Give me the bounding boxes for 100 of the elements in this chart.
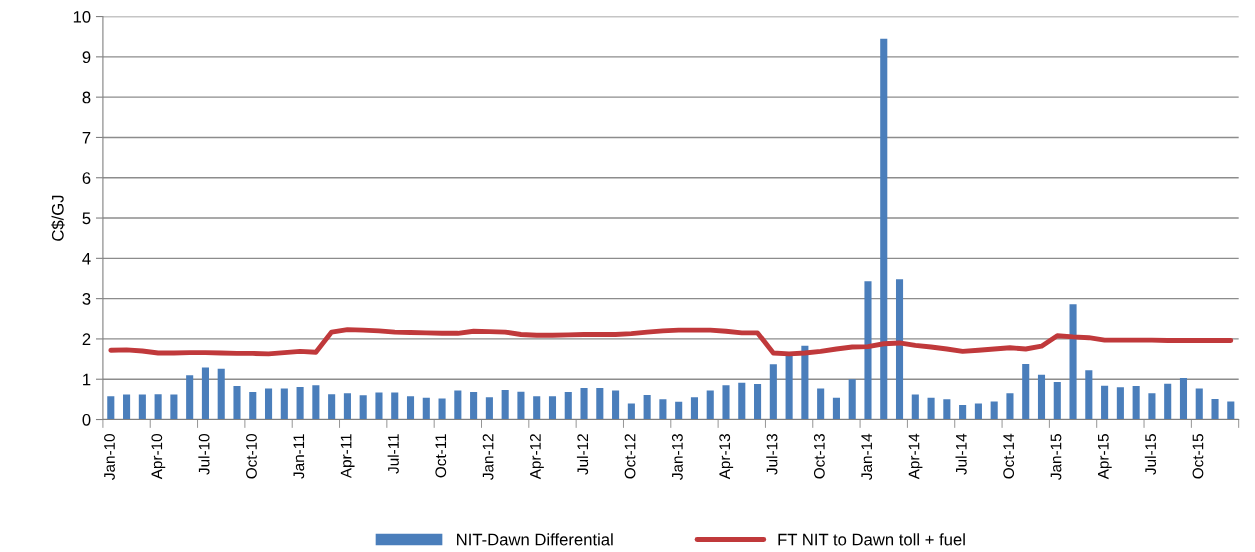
x-tick-label: Jan-12 [482,434,494,480]
bar [848,379,856,420]
y-tick-label: 4 [82,252,91,265]
bar [722,385,730,420]
bar [1101,385,1109,420]
bar [1148,393,1156,420]
x-tick-label: Jan-11 [293,434,305,479]
x-tick-label: Oct-10 [246,434,257,479]
y-tick-label: 3 [82,293,91,305]
bar [612,390,620,420]
x-tick-label: Oct-12 [624,434,636,479]
line-series [108,327,1234,357]
bar [391,392,399,420]
bar [627,403,635,420]
y-axis-title: C$/GJ [51,195,65,241]
bar [895,279,904,420]
x-tick-label: Jan-13 [671,434,683,480]
legend-label: NIT-Dawn Differential [457,533,613,546]
y-tick-label: 7 [82,132,91,144]
bar [1195,388,1203,420]
bar [911,394,919,420]
bar [959,405,967,420]
y-tick-label: 0 [82,413,91,426]
bar [517,391,525,420]
x-tick-label: Apr-12 [530,434,544,480]
bar [564,392,572,420]
bar [864,281,872,420]
x-tick-label: Apr-14 [908,433,923,480]
bar [990,401,998,420]
bar [1022,363,1030,420]
bar [785,355,793,420]
bar [264,388,273,420]
x-tick-label: Jan-14 [861,433,873,480]
x-tick-label: Apr-10 [151,434,166,480]
bar [675,401,683,420]
bar [548,396,557,420]
y-tick-label: 1 [83,373,91,386]
bar [738,382,746,420]
bar [1006,393,1014,420]
bar [312,385,320,420]
bar [1227,401,1235,420]
legend-label: FT NIT to Dawn toll + fuel [778,533,965,546]
bar [217,368,225,420]
bar [186,375,194,420]
y-tick-label: 10 [73,10,91,23]
bar [422,397,430,420]
x-tick-label: Oct-14 [1003,433,1015,479]
bar [359,395,367,420]
bar [817,388,825,420]
x-tick-label: Jan-15 [1050,434,1062,480]
bar [643,394,651,420]
y-tick-label: 6 [82,172,91,184]
bar [343,393,351,420]
bar [138,394,146,420]
bar [754,384,762,420]
bar [154,394,162,420]
bar [769,364,777,420]
bar [249,392,257,420]
x-tick-label: Jul-12 [576,434,589,475]
x-tick-label: Jul-15 [1144,434,1157,475]
bar [943,399,951,420]
bar [328,394,336,420]
bar [1164,383,1172,420]
bar [801,345,809,420]
x-tick-label: Apr-11 [340,434,355,479]
y-tick-label: 5 [82,212,91,225]
x-tick-label: Jul-11 [387,434,399,474]
bar [927,397,935,420]
bar [580,388,588,420]
bar [280,388,288,420]
bar [690,397,699,420]
bar [107,396,115,420]
y-tick-label: 8 [82,91,91,104]
x-tick-label: Jul-10 [198,434,210,475]
x-tick-label: Oct-13 [813,434,825,479]
bar [1053,382,1061,420]
x-tick-label: Jan-10 [104,434,115,480]
x-tick-label: Jul-14 [955,433,967,475]
bar [596,388,604,420]
bar [201,367,209,420]
bar [880,38,888,420]
bar [454,390,462,420]
x-tick-label: Jul-13 [766,434,778,475]
bar [501,390,509,420]
bar [1069,304,1077,420]
y-tick-label: 2 [82,333,91,345]
y-tick-label: 9 [82,51,91,64]
bar [659,399,667,420]
bar [533,396,541,420]
bar [1037,374,1046,420]
bar [170,394,178,420]
bar [123,394,131,420]
bar [1116,387,1124,420]
bar [706,390,714,420]
bar [1085,370,1093,420]
bar [470,392,478,420]
bar [485,397,493,420]
bar [296,386,304,420]
x-tick-label: Apr-13 [719,434,734,480]
bar [832,397,840,420]
